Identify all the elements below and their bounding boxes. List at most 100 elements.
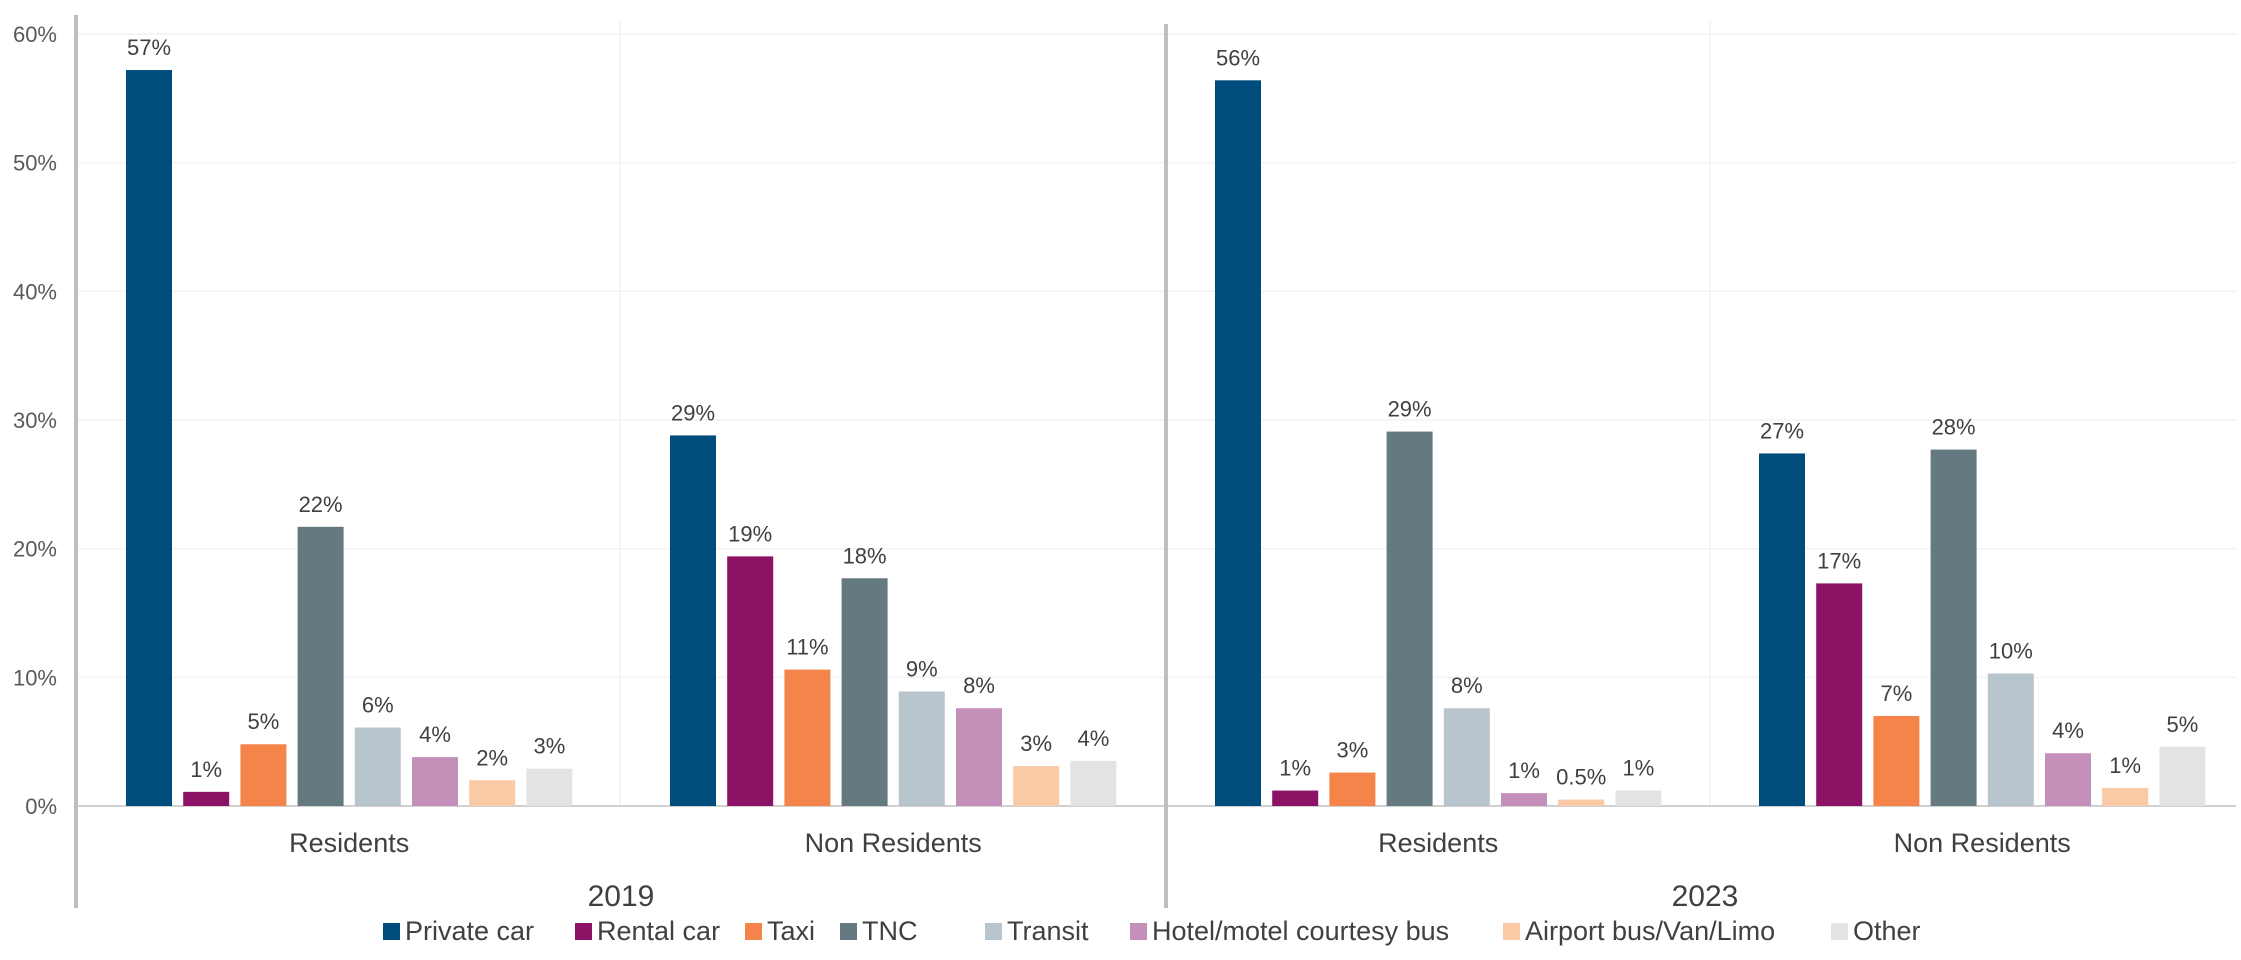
- bar-2019-residents-rental-car: [183, 791, 230, 806]
- y-tick-label: 0%: [25, 794, 57, 819]
- bar-2023-residents-other: [1615, 790, 1662, 806]
- bar-2019-non-residents-rental-car: [727, 556, 774, 806]
- legend-item: TNC: [840, 916, 918, 946]
- data-label: 11%: [786, 635, 828, 660]
- legend-label: Private car: [405, 916, 534, 946]
- data-label: 8%: [963, 673, 995, 698]
- data-label: 29%: [1388, 397, 1432, 422]
- legend-swatch: [745, 923, 762, 940]
- bar-2023-residents-tnc: [1386, 431, 1433, 806]
- legend-label: Rental car: [597, 916, 720, 946]
- bar-2019-non-residents-other: [1070, 760, 1117, 806]
- legend-item: Hotel/motel courtesy bus: [1130, 916, 1449, 946]
- data-label: 27%: [1760, 418, 1804, 443]
- bar-2019-residents-private-car: [126, 70, 172, 806]
- bar-2023-non-residents-transit: [1987, 673, 2034, 806]
- y-tick-label: 20%: [13, 537, 57, 562]
- bar-2019-residents-other: [526, 768, 573, 806]
- data-label: 5%: [248, 709, 280, 734]
- data-label: 4%: [1078, 726, 1110, 751]
- legend-swatch: [840, 923, 857, 940]
- data-label: 4%: [419, 722, 451, 747]
- legend-item: Transit: [985, 916, 1089, 946]
- legend-swatch: [1503, 923, 1520, 940]
- data-label: 28%: [1932, 415, 1976, 440]
- data-label: 4%: [2052, 718, 2084, 743]
- legend-swatch: [985, 923, 1002, 940]
- bar-2019-residents-airport-bus-van-limo: [469, 780, 516, 806]
- data-label: 7%: [1881, 681, 1913, 706]
- y-tick-label: 30%: [13, 408, 57, 433]
- panel-year-label: 2019: [588, 880, 655, 913]
- x-category-label: Non Residents: [805, 828, 982, 858]
- data-label: 2%: [476, 745, 508, 770]
- bar-2023-residents-taxi: [1329, 772, 1376, 806]
- data-label: 9%: [906, 656, 938, 681]
- bar-2019-non-residents-airport-bus-van-limo: [1013, 766, 1060, 806]
- data-label: 6%: [362, 693, 394, 718]
- bar-2023-non-residents-taxi: [1873, 715, 1920, 806]
- y-tick-label: 10%: [13, 665, 57, 690]
- legend-label: Airport bus/Van/Limo: [1525, 916, 1775, 946]
- data-label: 0.5%: [1556, 765, 1606, 790]
- y-tick-label: 50%: [13, 151, 57, 176]
- bar-2023-non-residents-airport-bus-van-limo: [2102, 787, 2149, 806]
- data-label: 22%: [299, 492, 343, 517]
- legend-label: TNC: [862, 916, 918, 946]
- legend-item: Other: [1831, 916, 1921, 946]
- legend-item: Rental car: [575, 916, 720, 946]
- data-label: 3%: [534, 734, 566, 759]
- legend-label: Hotel/motel courtesy bus: [1152, 916, 1449, 946]
- axes: 0% 10% 20% 30% 40% 50% 60% Residents Non Residen…: [13, 15, 2236, 913]
- bar-2019-non-residents-transit: [898, 691, 945, 806]
- legend-item: Airport bus/Van/Limo: [1503, 916, 1775, 946]
- data-label: 1%: [2109, 753, 2141, 778]
- legend: Private car Rental car Taxi TNC Transit Hotel…: [383, 916, 1921, 946]
- x-category-label: Non Residents: [1894, 828, 2071, 858]
- y-tick-label: 40%: [13, 279, 57, 304]
- data-label: 29%: [671, 400, 715, 425]
- data-label: 18%: [843, 543, 887, 568]
- data-label: 3%: [1337, 738, 1369, 763]
- x-category-label: Residents: [1378, 828, 1498, 858]
- legend-swatch: [383, 923, 400, 940]
- bar-2023-residents-hotel-motel-courtesy-bus: [1501, 793, 1547, 806]
- bar-2019-residents-transit: [354, 727, 401, 806]
- y-tick-label: 60%: [13, 22, 57, 47]
- bar-2023-non-residents-rental-car: [1816, 583, 1863, 806]
- data-labels: 57% 1% 5% 22% 6% 4% 2% 3% 29% 19% 11% 18% 9% 8% 3% 4% 56…: [127, 35, 2198, 790]
- data-label: 5%: [2167, 712, 2199, 737]
- data-label: 56%: [1216, 45, 1260, 70]
- legend-label: Other: [1853, 916, 1921, 946]
- bar-2019-residents-hotel-motel-courtesy-bus: [412, 757, 458, 806]
- bar-2019-residents-taxi: [240, 744, 287, 806]
- bar-2019-non-residents-tnc: [841, 578, 888, 806]
- data-label: 3%: [1020, 731, 1052, 756]
- bars: [126, 70, 2206, 806]
- data-label: 1%: [1279, 756, 1311, 781]
- bar-2023-non-residents-hotel-motel-courtesy-bus: [2045, 753, 2091, 806]
- grid-lines: [76, 20, 2236, 806]
- data-label: 57%: [127, 35, 171, 60]
- data-label: 10%: [1989, 638, 2033, 663]
- bar-2023-non-residents-private-car: [1759, 453, 1805, 806]
- legend-label: Transit: [1007, 916, 1089, 946]
- x-category-label: Residents: [289, 828, 409, 858]
- legend-swatch: [1130, 923, 1147, 940]
- legend-swatch: [1831, 923, 1848, 940]
- bar-2023-residents-private-car: [1215, 80, 1261, 806]
- panel-year-label: 2023: [1672, 880, 1739, 913]
- data-label: 8%: [1451, 673, 1483, 698]
- legend-item: Taxi: [745, 916, 815, 946]
- bar-2023-residents-airport-bus-van-limo: [1558, 799, 1605, 806]
- legend-label: Taxi: [767, 916, 815, 946]
- data-label: 1%: [190, 757, 222, 782]
- bar-2019-non-residents-hotel-motel-courtesy-bus: [956, 708, 1002, 806]
- bar-2019-residents-tnc: [297, 526, 344, 806]
- bar-2023-residents-transit: [1443, 708, 1490, 806]
- bar-2023-residents-rental-car: [1272, 790, 1319, 806]
- data-label: 1%: [1508, 758, 1540, 783]
- bar-2019-non-residents-taxi: [784, 669, 831, 806]
